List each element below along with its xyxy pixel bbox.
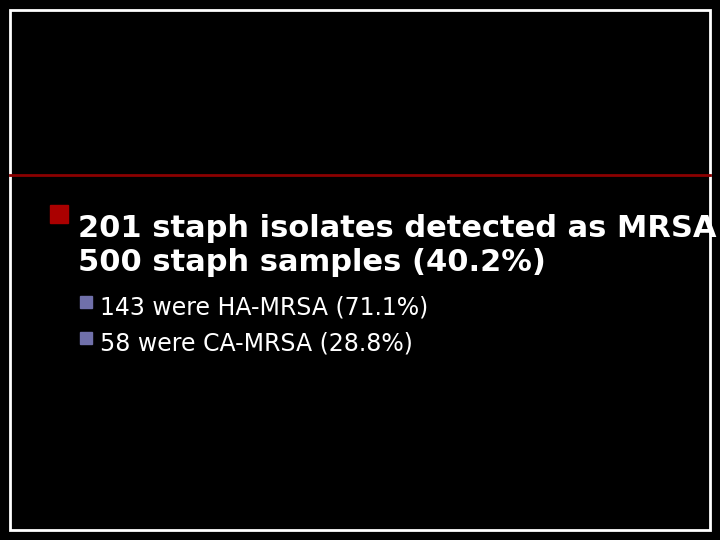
Text: 500 staph samples (40.2%): 500 staph samples (40.2%) <box>78 248 546 277</box>
Bar <box>80 332 92 344</box>
Text: 201 staph isolates detected as MRSA out of: 201 staph isolates detected as MRSA out … <box>78 214 720 243</box>
Bar <box>80 296 92 308</box>
Bar <box>50 205 68 223</box>
Text: 143 were HA-MRSA (71.1%): 143 were HA-MRSA (71.1%) <box>100 296 428 320</box>
Text: 58 were CA-MRSA (28.8%): 58 were CA-MRSA (28.8%) <box>100 332 413 356</box>
